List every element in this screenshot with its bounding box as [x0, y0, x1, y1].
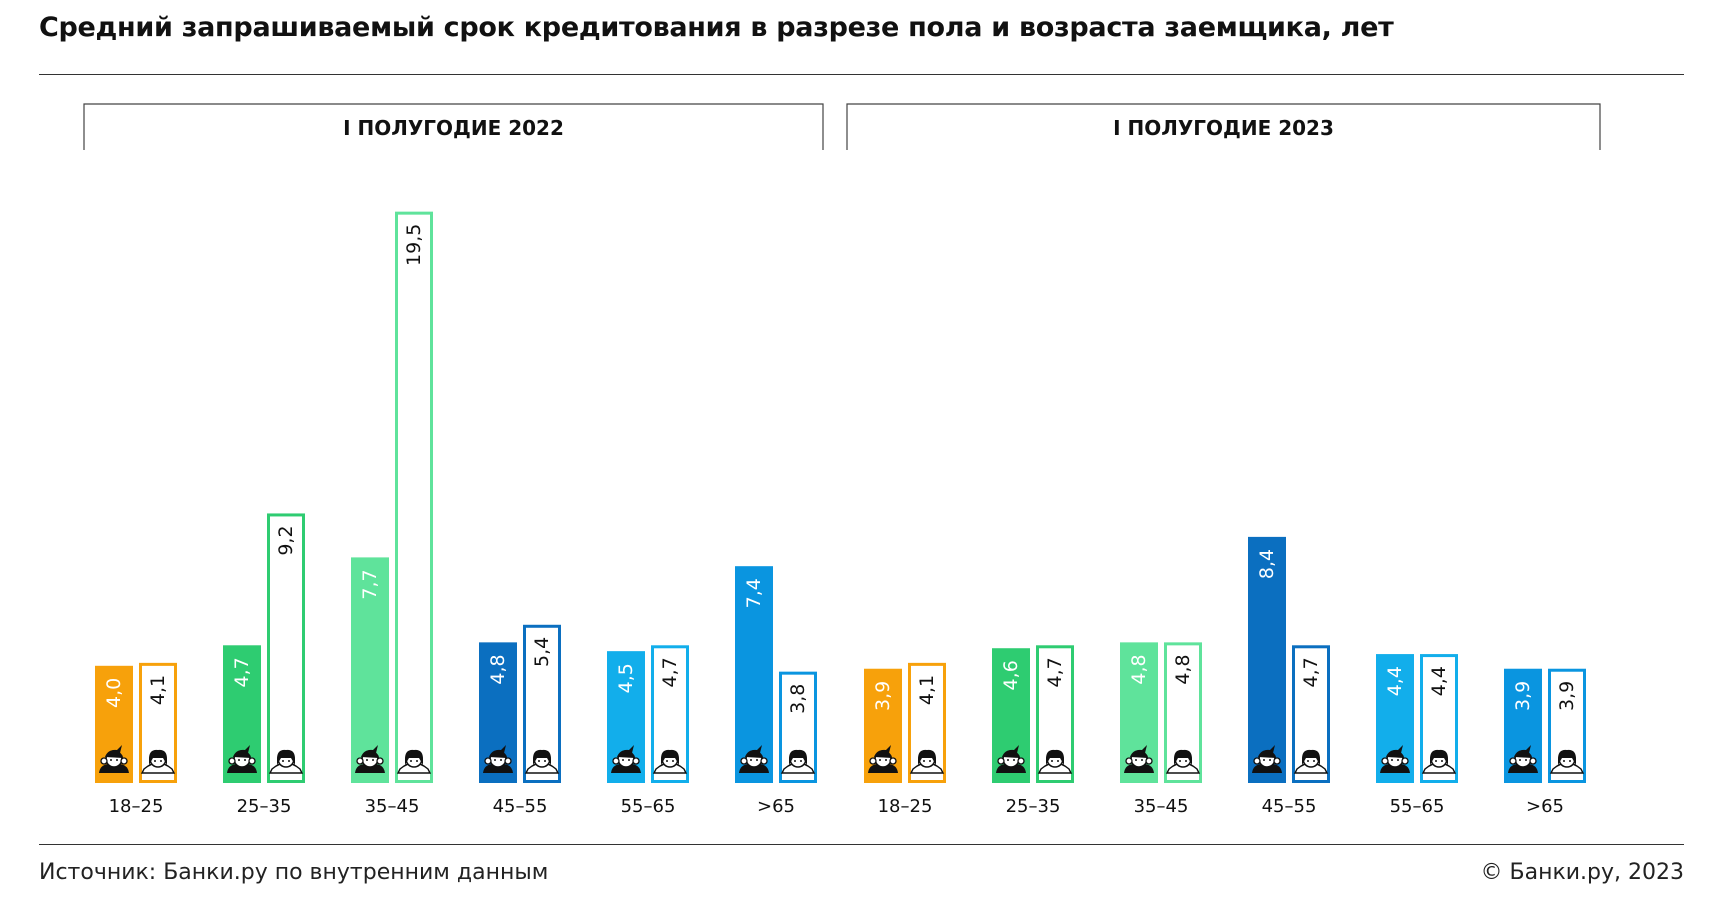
bar-value-label: 4,7	[659, 657, 681, 687]
category-group: 4,5 4,7 55–65	[607, 645, 689, 817]
category-group: 4,8 4,8 35–45	[1120, 642, 1202, 817]
female-borrower-icon	[909, 749, 945, 774]
female-borrower-icon	[268, 749, 304, 774]
category-group: 7,4 3,8 >65	[735, 566, 817, 817]
bar-value-label: 4,1	[916, 675, 938, 705]
top-divider	[39, 74, 1684, 75]
male-borrower-icon	[996, 745, 1026, 773]
female-borrower-icon	[1549, 749, 1585, 774]
female-borrower-icon	[524, 749, 560, 774]
bar-female	[267, 513, 305, 783]
bar-male	[351, 557, 389, 783]
bar-male	[1248, 536, 1286, 783]
source-note: Источник: Банки.ру по внутренним данным	[39, 860, 549, 885]
male-borrower-icon	[739, 745, 769, 773]
bar-value-label: 4,6	[1000, 660, 1022, 690]
bar-value-label: 7,7	[359, 569, 381, 599]
bar-value-label: 4,0	[103, 678, 125, 708]
bar-female	[651, 645, 689, 783]
bottom-divider	[39, 844, 1684, 845]
category-label: 45–55	[493, 796, 548, 817]
category-group: 7,7 19,5 35–45	[351, 211, 433, 817]
bar-value-label: 4,4	[1384, 666, 1406, 696]
bar-value-label: 4,4	[1428, 666, 1450, 696]
period-bracket-1	[83, 103, 824, 150]
male-borrower-icon	[1380, 745, 1410, 773]
female-borrower-icon	[1037, 749, 1073, 774]
period-label-1: I ПОЛУГОДИЕ 2022	[343, 116, 564, 140]
bar-value-label: 4,8	[1128, 654, 1150, 684]
male-borrower-icon	[868, 745, 898, 773]
female-borrower-icon	[1165, 749, 1201, 774]
category-label: 35–45	[365, 796, 420, 817]
female-borrower-icon	[396, 749, 432, 774]
female-borrower-icon	[140, 749, 176, 774]
bar-value-label: 3,8	[787, 684, 809, 714]
copyright-note: © Банки.ру, 2023	[1480, 860, 1685, 885]
female-borrower-icon	[652, 749, 688, 774]
bar-value-label: 4,7	[1044, 657, 1066, 687]
bar-value-label: 4,7	[231, 657, 253, 687]
category-group: 4,0 4,1 18–25	[95, 662, 177, 817]
category-group: 8,4 4,7 45–55	[1248, 536, 1330, 817]
category-label: 18–25	[109, 796, 164, 817]
bar-value-label: 4,8	[487, 654, 509, 684]
category-group: 4,4 4,4 55–65	[1376, 654, 1458, 817]
bar-value-label: 9,2	[275, 525, 297, 555]
bar-female	[523, 624, 561, 784]
bar-value-label: 8,4	[1256, 549, 1278, 579]
category-group: 3,9 4,1 18–25	[864, 662, 946, 817]
bars: 4,0 4,1 18–25 4,7 9,2 25–35 7,7 19,5 35–45 4,8 5,4…	[95, 211, 1586, 817]
bar-value-label: 4,7	[1300, 657, 1322, 687]
female-borrower-icon	[1421, 749, 1457, 774]
category-label: 55–65	[1390, 796, 1445, 817]
period-groups: I ПОЛУГОДИЕ 2022 I ПОЛУГОДИЕ 2023	[83, 103, 1601, 150]
bar-value-label: 7,4	[743, 578, 765, 608]
category-label: 25–35	[1006, 796, 1061, 817]
period-bracket-2	[846, 103, 1601, 150]
category-label: 45–55	[1262, 796, 1317, 817]
bar-value-label: 3,9	[872, 681, 894, 711]
bar-value-label: 4,5	[615, 663, 637, 693]
female-borrower-icon	[780, 749, 816, 774]
male-borrower-icon	[99, 745, 129, 773]
bar-female	[1420, 654, 1458, 784]
bar-value-label: 4,8	[1172, 654, 1194, 684]
category-label: >65	[757, 796, 795, 817]
bar-female	[1164, 642, 1202, 783]
male-borrower-icon	[355, 745, 385, 773]
category-group: 4,8 5,4 45–55	[479, 624, 561, 817]
male-borrower-icon	[1508, 745, 1538, 773]
period-label-2: I ПОЛУГОДИЕ 2023	[1113, 116, 1334, 140]
category-group: 4,6 4,7 25–35	[992, 645, 1074, 817]
male-borrower-icon	[1252, 745, 1282, 773]
bar-value-label: 3,9	[1512, 681, 1534, 711]
male-borrower-icon	[483, 745, 513, 773]
male-borrower-icon	[611, 745, 641, 773]
category-label: 18–25	[878, 796, 933, 817]
category-label: 35–45	[1134, 796, 1189, 817]
bar-value-label: 3,9	[1556, 681, 1578, 711]
category-label: 55–65	[621, 796, 676, 817]
male-borrower-icon	[1124, 745, 1154, 773]
category-label: 25–35	[237, 796, 292, 817]
bar-value-label: 5,4	[531, 637, 553, 667]
category-label: >65	[1526, 796, 1564, 817]
bar-value-label: 4,1	[147, 675, 169, 705]
female-borrower-icon	[1293, 749, 1329, 774]
bar-value-label: 19,5	[403, 224, 425, 266]
category-group: 3,9 3,9 >65	[1504, 668, 1586, 817]
chart-title: Средний запрашиваемый срок кредитования …	[39, 12, 1394, 43]
category-group: 4,7 9,2 25–35	[223, 513, 305, 817]
male-borrower-icon	[227, 745, 257, 773]
bar-female	[395, 211, 433, 783]
bar-male	[735, 566, 773, 783]
